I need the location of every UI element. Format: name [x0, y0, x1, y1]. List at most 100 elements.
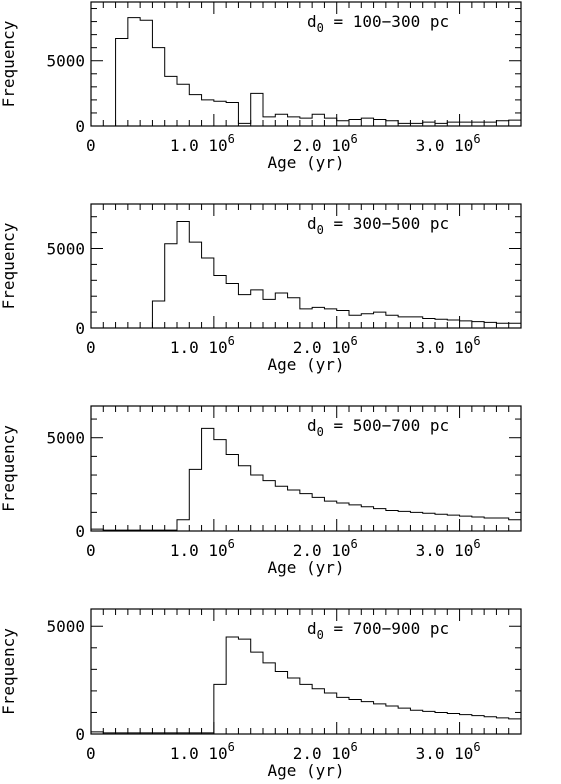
histogram-bar [349, 315, 361, 328]
histogram-bar [214, 101, 226, 126]
histogram-bar [288, 678, 300, 734]
histogram-bar [226, 283, 238, 328]
histogram-bar [435, 712, 447, 734]
histogram-bar [177, 520, 189, 531]
histogram-bar [300, 118, 312, 126]
histogram-bar [361, 118, 373, 126]
x-tick-exponent: 6 [228, 132, 235, 146]
histogram-bar [472, 517, 484, 531]
histogram-bar [484, 717, 496, 734]
y-axis-label: Frequency [0, 628, 18, 715]
histogram-bar [337, 697, 349, 734]
histogram-bar [275, 672, 287, 735]
histogram-bar [275, 293, 287, 328]
histogram-bar [263, 117, 275, 126]
histogram-bar [152, 48, 164, 126]
x-axis-label: Age (yr) [267, 153, 344, 172]
plot-frame [90, 608, 522, 735]
histogram-bar [337, 311, 349, 328]
histogram-bar [361, 314, 373, 328]
histogram-bar [484, 322, 496, 328]
x-tick-label: 2.0 106 [293, 132, 358, 155]
histogram-bar [288, 490, 300, 531]
histogram-bar [312, 497, 324, 531]
histogram-bar [116, 39, 128, 126]
histogram-bar [226, 103, 238, 126]
histogram-outline [91, 220, 521, 329]
histogram-bar [226, 455, 238, 531]
histogram-bar [496, 121, 508, 126]
histogram-bar [177, 221, 189, 328]
histogram-bar [349, 119, 361, 126]
histogram-bar [312, 114, 324, 126]
x-tick-exponent: 6 [473, 537, 480, 551]
histogram-bar [214, 440, 226, 531]
distance-annotation: d0 = 500−700 pc [307, 416, 449, 439]
x-tick-label: 2.0 106 [293, 537, 358, 560]
chart-panel-1: 0 5000 0 1.0 106 2.0 106 3.0 106 Age (yr) Frequ… [0, 1, 522, 172]
histogram-bar [398, 317, 410, 328]
x-axis-label: Age (yr) [267, 558, 344, 577]
histogram-bar [447, 515, 459, 531]
plot-frame [90, 203, 522, 329]
histogram-bar [189, 469, 201, 531]
x-tick-label: 0 [86, 338, 96, 357]
y-axis-label: Frequency [0, 222, 18, 309]
x-tick-label: 2.0 106 [293, 334, 358, 357]
histogram-bar [447, 320, 459, 328]
chart-panel-4: 0 5000 0 1.0 106 2.0 106 3.0 106 Age (yr) Frequ… [0, 608, 522, 780]
histogram-outline [90, 636, 521, 734]
y-tick-label: 5000 [46, 429, 85, 448]
histogram-bar [189, 242, 201, 328]
x-tick-exponent: 6 [228, 334, 235, 348]
histogram-bar [140, 20, 152, 126]
histogram-bar [423, 318, 435, 328]
x-tick-label: 0 [86, 136, 96, 155]
x-tick-label: 3.0 106 [416, 132, 481, 155]
x-tick-exponent: 6 [351, 334, 358, 348]
chart-panel-2: 0 5000 0 1.0 106 2.0 106 3.0 106 Age (yr) Frequ… [0, 203, 522, 374]
x-tick-exponent: 6 [228, 537, 235, 551]
x-tick-label: 1.0 106 [170, 132, 235, 155]
y-tick-label: 0 [75, 522, 85, 541]
y-tick-label: 0 [75, 117, 85, 136]
x-tick-exponent: 6 [228, 740, 235, 754]
x-tick-label: 2.0 106 [293, 740, 358, 763]
histogram-bar [177, 84, 189, 126]
histogram-bar [496, 323, 508, 328]
histogram-bar [300, 494, 312, 531]
histogram-bar [251, 652, 263, 734]
histogram-bar [423, 711, 435, 734]
plot-frame [90, 405, 522, 532]
histogram-outline [91, 17, 521, 127]
x-tick-label: 0 [86, 541, 96, 560]
histogram-bar [460, 715, 472, 734]
y-tick-label: 5000 [46, 240, 85, 259]
histogram-bar [263, 299, 275, 328]
y-axis-label: Frequency [0, 425, 18, 512]
x-tick-exponent: 6 [351, 740, 358, 754]
histogram-bar [484, 518, 496, 531]
histogram-bar [275, 114, 287, 126]
histogram-bar [496, 718, 508, 734]
x-tick-exponent: 6 [473, 334, 480, 348]
histogram-bar [238, 295, 250, 328]
plot-frame [90, 1, 522, 127]
histogram-bar [496, 518, 508, 531]
x-axis-label: Age (yr) [267, 761, 344, 780]
histogram-bar [202, 258, 214, 328]
distance-annotation: d0 = 700−900 pc [307, 619, 449, 642]
histogram-bar [288, 298, 300, 328]
histogram-bar [374, 704, 386, 734]
histogram-bar [189, 95, 201, 126]
histogram-bar [263, 481, 275, 531]
histogram-bar [251, 290, 263, 328]
x-tick-exponent: 6 [351, 132, 358, 146]
histogram-bar [410, 512, 422, 531]
x-tick-exponent: 6 [473, 132, 480, 146]
histogram-bar [312, 307, 324, 328]
histogram-bar [374, 312, 386, 328]
histogram-bar [361, 507, 373, 531]
y-tick-label: 5000 [46, 617, 85, 636]
